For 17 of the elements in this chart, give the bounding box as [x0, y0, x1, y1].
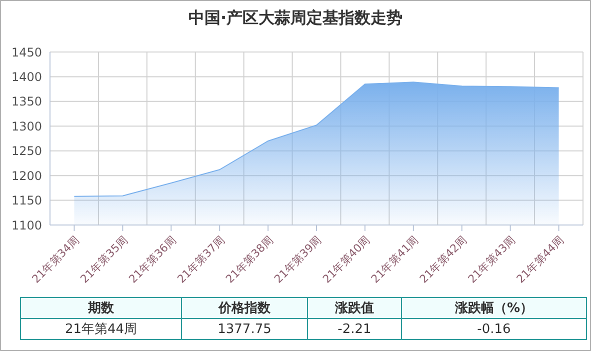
text: 涨跌幅（%）	[402, 298, 586, 318]
text: -0.16	[402, 318, 586, 340]
y-tick-label: 1400	[11, 70, 42, 84]
text: 涨跌值	[308, 298, 402, 318]
text: 21年第44周	[20, 318, 182, 340]
y-tick-label: 1450	[11, 45, 42, 60]
chart-title: 中国·产区大蒜周定基指数走势	[187, 8, 404, 29]
text: 价格指数	[182, 298, 308, 318]
text: 期数	[20, 298, 182, 318]
y-tick-label: 1350	[11, 94, 42, 109]
text: -2.21	[308, 318, 402, 340]
y-tick-label: 1250	[11, 144, 42, 158]
y-tick-label: 1200	[11, 168, 42, 183]
text: 1377.75	[182, 318, 308, 340]
y-tick-label: 1150	[11, 194, 42, 208]
y-tick-label: 1100	[11, 218, 42, 232]
y-tick-label: 1300	[11, 119, 42, 134]
